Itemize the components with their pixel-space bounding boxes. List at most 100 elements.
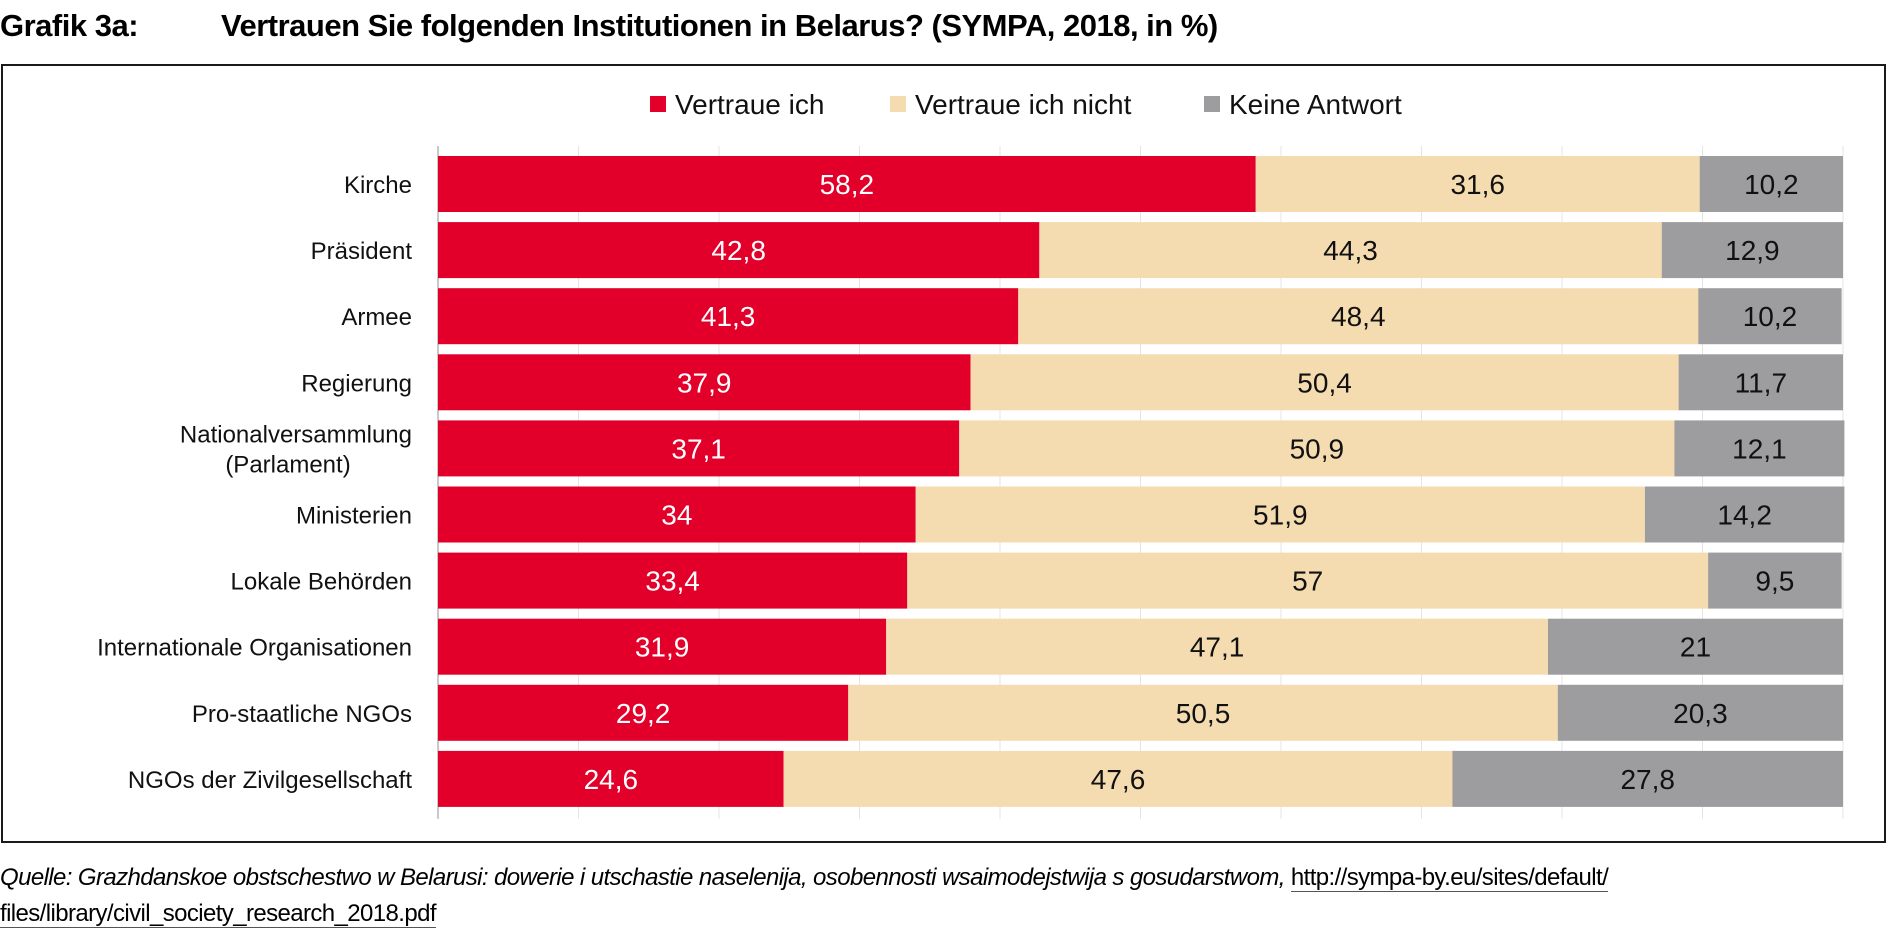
data-label: 21 [1680,632,1711,663]
bar-segment [1018,288,1699,345]
bar-row: 34 51,9 14,2 [438,486,1845,543]
data-label: 10,2 [1743,301,1798,332]
data-label: 27,8 [1620,764,1675,795]
source-link-line1[interactable]: http://sympa-by.eu/sites/default/ [1290,864,1609,891]
source-link[interactable]: http://sympa-by.eu/sites/default/files/l… [0,864,1609,928]
data-label: 42,8 [711,235,766,266]
data-label: 31,6 [1450,169,1505,200]
bar-segment [959,420,1675,477]
bar-segment [1699,156,1843,212]
bar-segment [438,288,1019,345]
data-label: 11,7 [1735,367,1787,398]
source-text: Quelle: Grazhdanskoe obstschestwo w Bela… [0,864,1291,891]
data-label: 51,9 [1253,500,1308,531]
bars: 58,2 31,6 10,2 42,8 44,3 12,9 41,3 48,4 10,2 37,9… [438,156,1845,807]
legend-label: Vertraue ich [675,89,824,120]
figure-label: Grafik 3a: [0,8,139,43]
source-link-line2[interactable]: files/library/civil_society_research_201… [0,900,437,927]
data-label: 47,1 [1190,632,1245,663]
category-label: Internationale Organisationen [97,635,412,662]
bar-segment [1547,618,1843,675]
bar-segment [438,486,916,543]
bar-segment [1661,222,1843,279]
legend-swatch [650,96,666,112]
bar-segment [1644,486,1845,543]
category-label: Nationalversammlung [180,421,412,448]
data-label: 31,9 [635,632,690,663]
data-label: 50,4 [1297,367,1352,398]
category-labels: Kirche Präsident Armee Regierung Nationalver… [97,172,412,794]
category-label: Pro-staatliche NGOs [192,701,412,728]
data-label: 9,5 [1755,566,1794,597]
data-label: 50,5 [1176,698,1231,729]
data-label: 50,9 [1290,433,1345,464]
category-label: Armee [341,304,412,331]
data-label: 47,6 [1091,764,1146,795]
category-label: NGOs der Zivilgesellschaft [128,767,412,794]
data-label: 48,4 [1331,301,1386,332]
category-label: Lokale Behörden [231,569,412,596]
bar-segment [1452,750,1843,807]
bar-segment [1039,222,1662,279]
category-label: Ministerien [296,503,412,530]
legend-item: Vertraue ich nicht [890,89,1132,120]
data-label: 57 [1292,566,1323,597]
legend-swatch [890,96,906,112]
data-label: 14,2 [1717,500,1772,531]
legend: Vertraue ich Vertraue ich nicht Keine Antw… [650,89,1402,120]
bar-segment [848,684,1558,741]
bar-row: 37,9 50,4 11,7 [438,354,1843,411]
bar-row: 42,8 44,3 12,9 [438,222,1843,279]
bar-segment [1708,552,1842,609]
bar-segment [1557,684,1843,741]
data-label: 20,3 [1673,698,1728,729]
bar-segment [1678,354,1843,411]
bar-segment [907,552,1709,609]
source-note: Quelle: Grazhdanskoe obstschestwo w Bela… [0,860,1891,932]
bar-row: 24,6 47,6 27,8 [438,750,1843,807]
bar-segment [1255,156,1700,212]
data-label: 29,2 [616,698,671,729]
chart-title: Vertrauen Sie folgenden Institutionen in… [221,8,1218,43]
bar-segment [438,750,784,807]
data-label: 41,3 [701,301,756,332]
legend-label: Vertraue ich nicht [915,89,1132,120]
bar-row: 33,4 57 9,5 [438,552,1842,609]
bar-segment [1674,420,1845,477]
category-label: Kirche [344,172,412,199]
bar-segment [438,420,960,477]
bar-segment [438,618,887,675]
data-label: 34 [661,500,692,531]
data-label: 10,2 [1744,169,1799,200]
bar-segment [1698,288,1842,345]
bar-segment [438,156,1256,212]
bar-segment [438,222,1040,279]
legend-item: Vertraue ich [650,89,824,120]
data-label: 37,9 [677,367,732,398]
data-label: 44,3 [1323,235,1378,266]
bar-segment [438,552,908,609]
data-label: 12,9 [1725,235,1780,266]
bar-row: 29,2 50,5 20,3 [438,684,1843,741]
bar-row: 31,9 47,1 21 [438,618,1843,675]
category-label: Regierung [301,370,412,397]
bar-segment [783,750,1453,807]
category-label: (Parlament) [225,451,350,478]
data-label: 12,1 [1732,433,1787,464]
bar-segment [438,354,971,411]
bar-row: 37,1 50,9 12,1 [438,420,1845,477]
bar-row: 58,2 31,6 10,2 [438,156,1843,212]
bar-segment [438,684,849,741]
legend-label: Keine Antwort [1229,89,1402,120]
data-label: 24,6 [584,764,639,795]
bar-segment [970,354,1679,411]
data-label: 58,2 [820,169,875,200]
data-label: 37,1 [671,433,726,464]
bar-row: 41,3 48,4 10,2 [438,288,1842,345]
bar-segment [915,486,1645,543]
legend-item: Keine Antwort [1204,89,1402,120]
bar-segment [886,618,1548,675]
category-label: Präsident [311,238,413,265]
data-label: 33,4 [645,566,700,597]
